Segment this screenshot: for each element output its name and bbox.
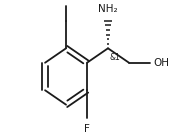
Text: F: F xyxy=(84,124,90,134)
Text: &1: &1 xyxy=(110,53,121,62)
Text: NH₂: NH₂ xyxy=(98,4,118,14)
Text: OH: OH xyxy=(154,58,170,68)
